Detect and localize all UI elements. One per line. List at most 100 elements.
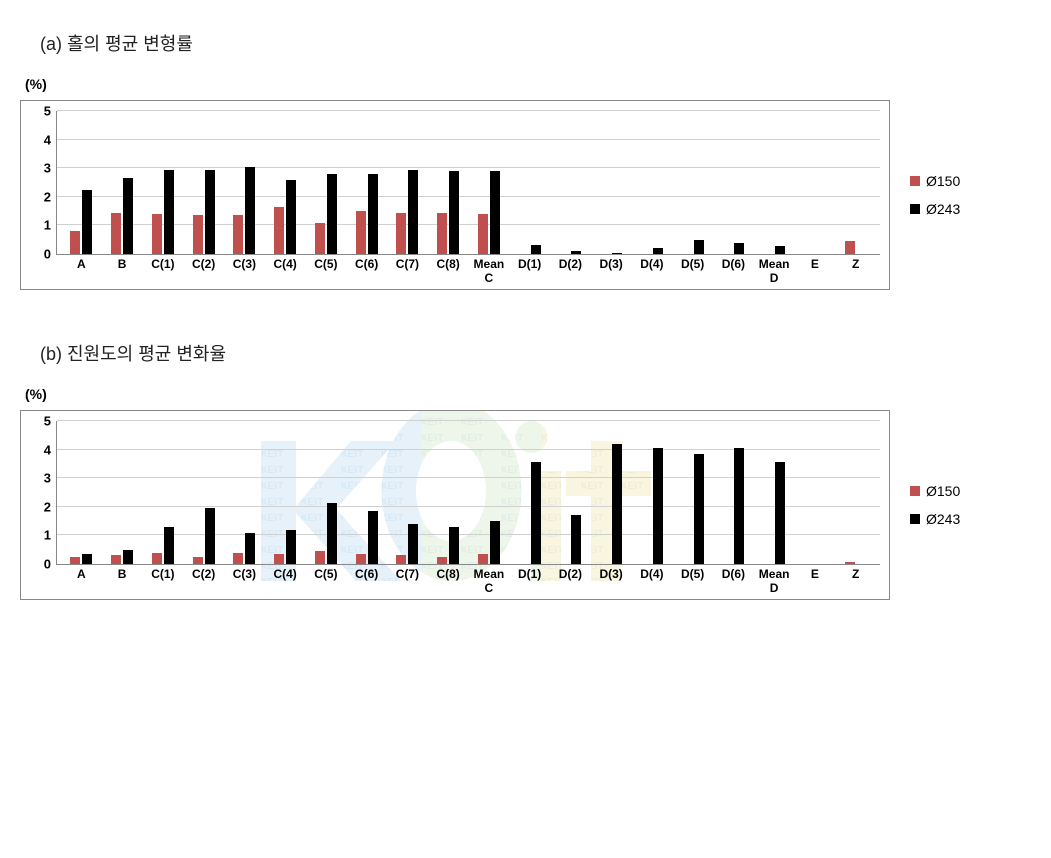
ytick-label: 5: [44, 415, 57, 428]
category-group: A: [61, 421, 102, 564]
category-group: D(6): [713, 421, 754, 564]
category-group: D(1): [509, 111, 550, 254]
bar-series2: [164, 527, 174, 564]
xtick-label: E: [811, 564, 819, 582]
chart-b-legend: Ø150 Ø243: [910, 483, 1010, 527]
xtick-label: Z: [852, 564, 859, 582]
bar-series2: [694, 240, 704, 254]
bar-series1: [111, 555, 121, 564]
xtick-label: C(5): [314, 564, 337, 582]
bar-series2: [123, 178, 133, 254]
xtick-label: A: [77, 564, 86, 582]
bar-series2: [205, 170, 215, 254]
bars-row: ABC(1)C(2)C(3)C(4)C(5)C(6)C(7)C(8)Mean C…: [57, 111, 880, 254]
xtick-label: D(4): [640, 564, 663, 582]
bar-series1: [111, 213, 121, 254]
bar-series2: [327, 174, 337, 254]
legend-label: Ø150: [926, 483, 960, 499]
legend-label: Ø243: [926, 511, 960, 527]
bar-series2: [164, 170, 174, 254]
category-group: Mean D: [754, 421, 795, 564]
bar-series2: [408, 170, 418, 254]
category-group: C(3): [224, 421, 265, 564]
bar-series2: [245, 167, 255, 254]
category-group: D(5): [672, 421, 713, 564]
bar-series2: [531, 245, 541, 254]
category-group: Z: [835, 111, 876, 254]
xtick-label: Mean C: [474, 254, 505, 286]
ytick-label: 0: [44, 248, 57, 261]
xtick-label: D(3): [599, 564, 622, 582]
xtick-label: C(1): [151, 254, 174, 272]
xtick-label: C(1): [151, 564, 174, 582]
xtick-label: D(3): [599, 254, 622, 272]
bar-series1: [845, 241, 855, 254]
chart-section-b: (b) 진원도의 평균 변화율 (%) KEIT: [20, 340, 1031, 600]
bar-series1: [274, 207, 284, 254]
category-group: C(1): [143, 421, 184, 564]
category-group: C(1): [143, 111, 184, 254]
chart-b-box: KEIT 012345ABC(1)C(2)C(3)C(4: [20, 410, 890, 600]
bar-series2: [571, 515, 581, 564]
bar-series1: [193, 215, 203, 254]
category-group: C(4): [265, 111, 306, 254]
bar-series2: [490, 521, 500, 564]
category-group: D(5): [672, 111, 713, 254]
bar-series2: [775, 462, 785, 564]
category-group: D(3): [591, 421, 632, 564]
category-group: D(3): [591, 111, 632, 254]
bar-series2: [286, 530, 296, 564]
legend-swatch: [910, 204, 920, 214]
category-group: C(8): [428, 421, 469, 564]
bar-series2: [449, 171, 459, 254]
category-group: Z: [835, 421, 876, 564]
bar-series2: [368, 511, 378, 564]
xtick-label: C(4): [273, 564, 296, 582]
category-group: E: [795, 421, 836, 564]
chart-a-title: (a) 홀의 평균 변형률: [40, 30, 1031, 56]
xtick-label: Mean C: [474, 564, 505, 596]
bar-series1: [478, 554, 488, 564]
bar-series1: [437, 213, 447, 254]
category-group: A: [61, 111, 102, 254]
legend-item: Ø243: [910, 201, 1010, 217]
bar-series2: [286, 180, 296, 254]
ytick-label: 4: [44, 443, 57, 456]
legend-item: Ø150: [910, 483, 1010, 499]
xtick-label: C(7): [396, 564, 419, 582]
category-group: Mean D: [754, 111, 795, 254]
chart-b-title: (b) 진원도의 평균 변화율: [40, 340, 1031, 366]
ytick-label: 2: [44, 190, 57, 203]
bar-series1: [315, 223, 325, 254]
category-group: C(7): [387, 111, 428, 254]
xtick-label: A: [77, 254, 86, 272]
xtick-label: C(4): [273, 254, 296, 272]
bar-series1: [356, 554, 366, 564]
xtick-label: C(3): [233, 254, 256, 272]
ytick-label: 2: [44, 500, 57, 513]
xtick-label: Mean D: [759, 564, 790, 596]
ytick-label: 1: [44, 219, 57, 232]
bar-series1: [193, 557, 203, 564]
category-group: C(4): [265, 421, 306, 564]
category-group: C(2): [183, 421, 224, 564]
bar-series2: [694, 454, 704, 564]
bar-series2: [205, 508, 215, 564]
xtick-label: D(4): [640, 254, 663, 272]
xtick-label: C(8): [436, 254, 459, 272]
legend-item: Ø243: [910, 511, 1010, 527]
bar-series2: [531, 462, 541, 564]
bar-series2: [327, 503, 337, 564]
category-group: C(2): [183, 111, 224, 254]
category-group: D(2): [550, 111, 591, 254]
xtick-label: D(2): [559, 254, 582, 272]
category-group: C(5): [306, 421, 347, 564]
legend-label: Ø243: [926, 201, 960, 217]
chart-b-ylabel: (%): [25, 386, 1031, 402]
bar-series2: [82, 190, 92, 254]
xtick-label: D(5): [681, 254, 704, 272]
xtick-label: D(2): [559, 564, 582, 582]
bar-series1: [152, 553, 162, 564]
bar-series2: [245, 533, 255, 564]
category-group: D(4): [632, 111, 673, 254]
